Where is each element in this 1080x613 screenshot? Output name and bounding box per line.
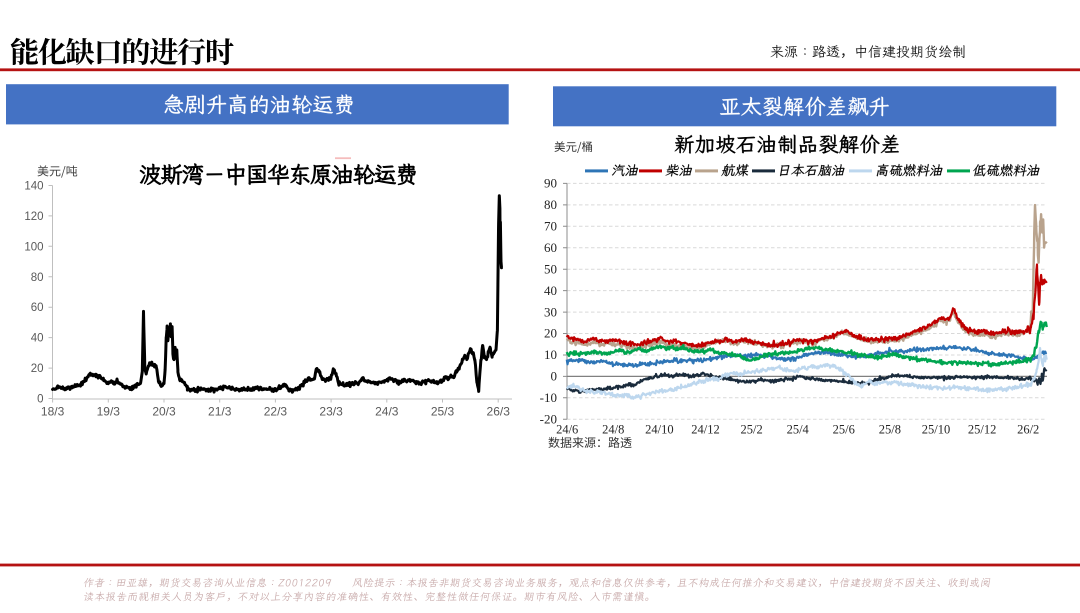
svg-text:60: 60 <box>544 240 557 255</box>
svg-text:18/3: 18/3 <box>41 405 65 419</box>
svg-text:-20: -20 <box>540 412 557 427</box>
svg-text:0: 0 <box>37 394 43 406</box>
svg-text:50: 50 <box>544 261 557 276</box>
svg-text:26/3: 26/3 <box>487 405 511 419</box>
svg-text:21/3: 21/3 <box>208 405 232 419</box>
svg-text:40: 40 <box>544 283 557 298</box>
svg-text:120: 120 <box>24 211 43 223</box>
svg-text:25/2: 25/2 <box>740 423 762 437</box>
svg-text:90: 90 <box>544 176 557 191</box>
svg-text:10: 10 <box>544 347 557 362</box>
svg-text:140: 140 <box>24 181 43 193</box>
svg-text:25/3: 25/3 <box>431 405 455 419</box>
svg-text:60: 60 <box>31 302 44 314</box>
svg-text:70: 70 <box>544 219 557 234</box>
svg-text:25/8: 25/8 <box>879 423 901 437</box>
svg-text:23/3: 23/3 <box>319 405 343 419</box>
svg-text:25/12: 25/12 <box>968 423 996 437</box>
svg-text:20: 20 <box>544 326 557 341</box>
svg-text:24/10: 24/10 <box>645 423 673 437</box>
svg-text:0: 0 <box>551 369 558 384</box>
svg-text:80: 80 <box>31 272 44 284</box>
svg-text:20/3: 20/3 <box>152 405 176 419</box>
svg-text:19/3: 19/3 <box>97 405 121 419</box>
svg-text:40: 40 <box>31 333 44 345</box>
svg-text:24/3: 24/3 <box>375 405 399 419</box>
svg-text:-10: -10 <box>540 390 557 405</box>
svg-text:22/3: 22/3 <box>264 405 288 419</box>
svg-text:30: 30 <box>544 304 557 319</box>
svg-text:25/4: 25/4 <box>787 423 810 437</box>
svg-text:24/12: 24/12 <box>691 423 719 437</box>
svg-text:24/8: 24/8 <box>602 423 624 437</box>
svg-text:25/10: 25/10 <box>922 423 950 437</box>
svg-text:100: 100 <box>24 241 43 253</box>
svg-text:24/6: 24/6 <box>556 423 578 437</box>
svg-text:26/2: 26/2 <box>1017 423 1039 437</box>
svg-text:25/6: 25/6 <box>833 423 855 437</box>
svg-text:20: 20 <box>31 363 44 375</box>
svg-text:80: 80 <box>544 197 557 212</box>
